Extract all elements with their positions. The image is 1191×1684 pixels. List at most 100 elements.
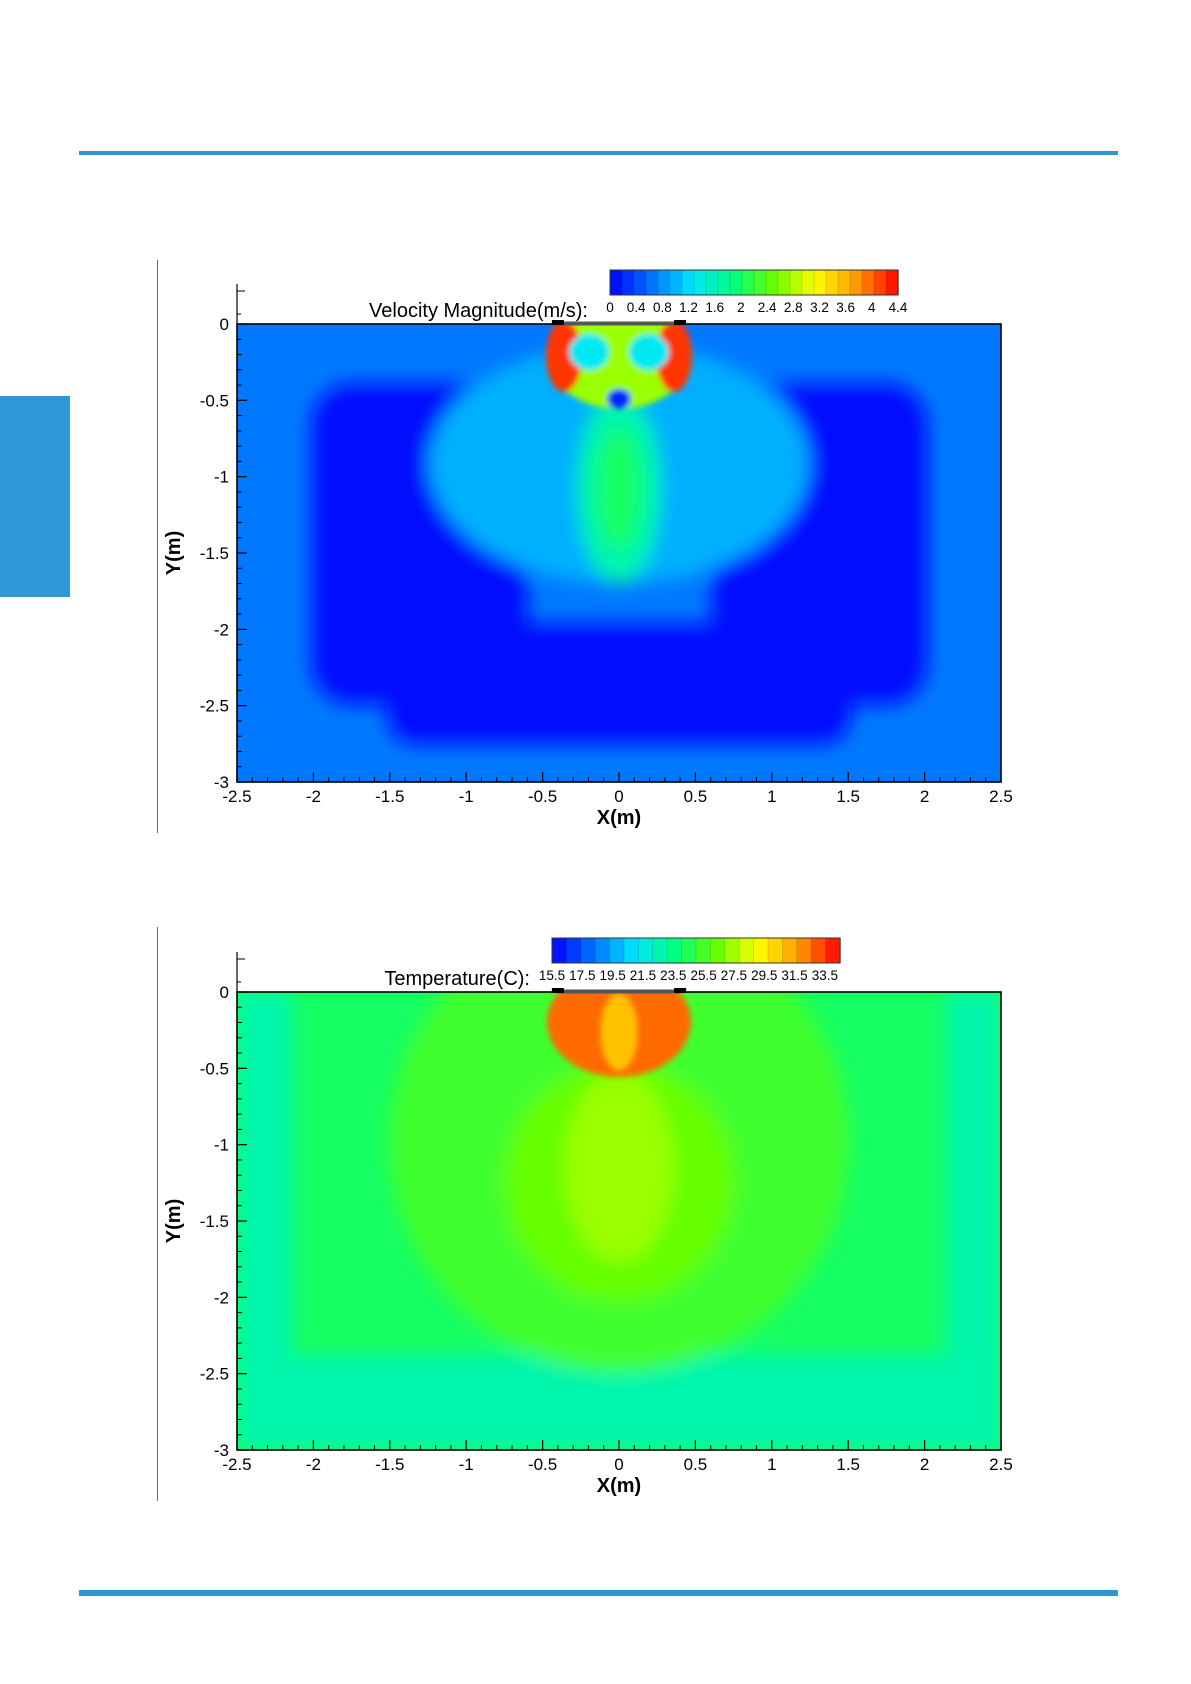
inlet-edge-right <box>674 988 687 993</box>
y-tick-label: 0 <box>220 983 229 1002</box>
colorbar-band <box>710 937 726 964</box>
y-tick-label: -1.5 <box>200 1212 229 1231</box>
inlet-edge-left <box>551 320 564 325</box>
x-tick-label: -2.5 <box>222 1455 251 1474</box>
colorbar-band <box>669 269 683 296</box>
x-tick-label: 1.5 <box>836 1455 860 1474</box>
colorbar-label: 23.5 <box>660 968 686 983</box>
colorbar-band <box>580 937 597 964</box>
contour-soft-layer <box>237 992 1001 1450</box>
colorbar-band <box>724 937 741 964</box>
x-tick-label: 2.5 <box>989 787 1013 806</box>
colorbar-band <box>801 269 815 296</box>
x-tick-label: 0.5 <box>684 787 708 806</box>
colorbar-band <box>796 937 813 964</box>
colorbar-band <box>609 937 625 964</box>
x-axis-label: X(m) <box>597 807 641 829</box>
contour-inlet-layer <box>546 324 692 409</box>
x-tick-label: 0 <box>614 1455 623 1474</box>
colorbar-band <box>681 937 697 964</box>
contour-lowspeed-bottom <box>387 624 851 744</box>
colorbar-label: 0.8 <box>653 300 672 315</box>
temperature-contour-figure: -2.5 -2 -1.5 -1 -0.5 0 0.5 1 1.5 2 2.5 0 -0.5 -1 -1.5 -… <box>160 918 1040 1518</box>
contour-inlet-stagnation <box>607 389 631 409</box>
colorbar-label: 3.6 <box>836 300 855 315</box>
colorbar-band <box>695 937 712 964</box>
colorbar-band <box>765 269 779 296</box>
contour-field <box>237 992 1001 1450</box>
contour-cool-right-wall <box>946 992 1001 1450</box>
colorbar-band <box>652 937 669 964</box>
chart-title: Temperature(C): <box>384 968 530 990</box>
y-tick-label: -2.5 <box>200 1365 229 1384</box>
y-tick-label: -3 <box>214 773 229 792</box>
chart-title: Velocity Magnitude(m/s): <box>369 300 588 322</box>
figure-2-left-rule <box>157 927 158 1501</box>
x-tick-label: 0 <box>614 787 623 806</box>
colorbar <box>609 269 899 296</box>
colorbar-label: 25.5 <box>690 968 716 983</box>
temperature-chart-svg: -2.5 -2 -1.5 -1 -0.5 0 0.5 1 1.5 2 2.5 0 -0.5 -1 -1.5 -… <box>163 937 1013 1497</box>
colorbar-band <box>873 269 887 296</box>
x-tick-label: 1 <box>767 1455 776 1474</box>
colorbar-band <box>789 269 803 296</box>
colorbar-band <box>633 269 647 296</box>
inlet-edge-left <box>551 988 564 993</box>
colorbar-band <box>638 937 654 964</box>
y-axis-label: Y(m) <box>163 531 185 575</box>
colorbar-frame <box>551 937 841 964</box>
colorbar-band <box>837 269 851 296</box>
inlet-edge-right <box>674 320 687 325</box>
x-tick-label: -1.5 <box>375 787 404 806</box>
side-tab-marker <box>0 396 70 597</box>
contour-inlet-peak-right <box>656 324 692 392</box>
colorbar-band <box>681 269 695 296</box>
colorbar-band <box>705 269 719 296</box>
x-tick-label: -1 <box>459 1455 474 1474</box>
x-tick-label: -0.5 <box>528 787 557 806</box>
colorbar-band <box>825 269 839 296</box>
colorbar-label: 2 <box>737 300 745 315</box>
colorbar <box>551 937 841 964</box>
contour-inlet-layer <box>547 992 691 1077</box>
contour-inlet-peak-left <box>546 324 582 392</box>
contour-plume-core <box>564 1072 674 1262</box>
colorbar-band <box>621 269 635 296</box>
colorbar-label: 17.5 <box>569 968 595 983</box>
velocity-contour-figure: -2.5 -2 -1.5 -1 -0.5 0 0.5 1 1.5 2 2.5 0 -0.5 -1 -1.5 -… <box>160 250 1040 850</box>
colorbar-label: 3.2 <box>810 300 829 315</box>
x-tick-label: 2 <box>920 787 929 806</box>
x-tick-label: -0.5 <box>528 1455 557 1474</box>
colorbar-label: 15.5 <box>539 968 565 983</box>
colorbar-label: 0.4 <box>627 300 646 315</box>
x-tick-label: -2 <box>306 787 321 806</box>
y-tick-label: -0.5 <box>200 1059 229 1078</box>
figure-1-left-rule <box>157 260 158 833</box>
colorbar-band <box>782 937 798 964</box>
colorbar-band <box>693 269 707 296</box>
colorbar-band <box>753 937 769 964</box>
colorbar-band <box>885 269 899 296</box>
contour-soft-layer <box>312 344 927 744</box>
y-tick-label: -3 <box>214 1441 229 1460</box>
y-axis-label: Y(m) <box>163 1199 185 1243</box>
colorbar-band <box>717 269 731 296</box>
colorbar-band <box>813 269 827 296</box>
y-tick-label: -1 <box>214 1136 229 1155</box>
contour-inlet-vortex-right <box>629 334 669 370</box>
colorbar-frame <box>609 269 899 296</box>
colorbar-band <box>810 937 827 964</box>
y-tick-label: -2.5 <box>200 697 229 716</box>
colorbar-label: 31.5 <box>781 968 807 983</box>
y-tick-label: -2 <box>214 1288 229 1307</box>
contour-hot-inlet-center <box>601 994 637 1070</box>
x-tick-label: -1.5 <box>375 1455 404 1474</box>
colorbar-band <box>645 269 659 296</box>
colorbar-label: 33.5 <box>812 968 838 983</box>
colorbar-band <box>566 937 582 964</box>
colorbar-label: 1.6 <box>705 300 724 315</box>
colorbar-band <box>767 937 784 964</box>
colorbar-band <box>623 937 640 964</box>
colorbar-band <box>777 269 791 296</box>
colorbar-label: 4.4 <box>889 300 908 315</box>
